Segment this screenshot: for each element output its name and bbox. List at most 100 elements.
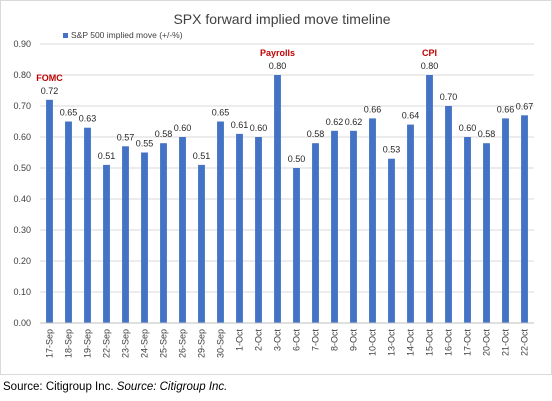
data-label: 0.61 [231, 120, 249, 130]
x-tick-label: 24-Sep [140, 329, 150, 358]
x-tick-label: 8-Oct [330, 329, 340, 352]
x-tick-label: 10-Oct [368, 329, 378, 357]
gridlines [40, 43, 534, 324]
y-tick-label: 0.40 [13, 194, 31, 204]
data-label: 0.65 [60, 108, 78, 118]
data-label: 0.53 [383, 145, 401, 155]
data-label: 0.62 [326, 117, 344, 127]
bar [407, 124, 414, 323]
x-tick-label: 17-Sep [45, 329, 55, 358]
data-label: 0.51 [193, 151, 211, 161]
data-label: 0.60 [459, 123, 477, 133]
x-tick-label: 22-Sep [102, 329, 112, 358]
x-tick-label: 30-Sep [216, 329, 226, 358]
data-label: 0.50 [288, 154, 306, 164]
event-label: FOMC [36, 73, 63, 83]
x-tick-label: 3-Oct [273, 329, 283, 352]
x-tick-label: 1-Oct [235, 329, 245, 352]
x-tick-label: 25-Sep [159, 329, 169, 358]
data-label: 0.66 [364, 104, 382, 114]
data-label: 0.57 [117, 132, 135, 142]
legend: S&P 500 implied move (+/-%) [63, 30, 183, 40]
bar [388, 158, 395, 323]
y-tick-label: 0.90 [13, 39, 31, 49]
y-tick-label: 0.80 [13, 70, 31, 80]
bars: 0.72FOMC0.650.630.510.570.550.580.600.51… [36, 48, 534, 324]
event-label: Payrolls [260, 48, 295, 58]
data-label: 0.51 [98, 151, 116, 161]
bar [236, 133, 243, 323]
data-label: 0.80 [421, 61, 439, 71]
bar [369, 118, 376, 324]
bar [46, 99, 53, 323]
x-axis: 17-Sep 18-Sep 19-Sep 22-Sep 23-Sep 24-Sep 25-S… [40, 322, 534, 358]
x-tick-label: 9-Oct [349, 329, 359, 352]
x-tick-label: 22-Oct [520, 329, 530, 357]
source-note: Source: Citigroup Inc. Source: Citigroup… [3, 381, 227, 393]
x-tick-label: 6-Oct [292, 329, 302, 352]
bar [426, 75, 433, 323]
data-label: 0.58 [155, 129, 173, 139]
x-tick-label: 18-Sep [64, 329, 74, 358]
bar [65, 121, 72, 323]
bar [198, 164, 205, 323]
bar [293, 168, 300, 323]
bar-chart: SPX forward implied move timeline S&P 50… [13, 11, 534, 358]
data-label: 0.62 [345, 117, 363, 127]
x-tick-label: 15-Oct [425, 329, 435, 357]
chart-title: SPX forward implied move timeline [173, 11, 390, 27]
data-label: 0.60 [174, 123, 192, 133]
bar [274, 75, 281, 323]
data-label: 0.67 [516, 101, 534, 111]
bar [331, 130, 338, 323]
x-tick-label: 20-Oct [482, 329, 492, 357]
y-tick-label: 0.20 [13, 256, 31, 266]
bar [122, 146, 129, 323]
x-tick-label: 26-Sep [178, 329, 188, 358]
legend-swatch [63, 33, 68, 38]
data-label: 0.55 [136, 139, 154, 149]
bar [84, 127, 91, 323]
x-tick-label: 16-Oct [444, 329, 454, 357]
y-tick-label: 0.70 [13, 101, 31, 111]
bar [350, 130, 357, 323]
data-label: 0.65 [212, 108, 230, 118]
x-tick-label: 17-Oct [463, 329, 473, 357]
bar [141, 152, 148, 323]
bar [217, 121, 224, 323]
bar [255, 137, 262, 323]
y-tick-label: 0.00 [13, 318, 31, 328]
x-tick-label: 23-Sep [121, 329, 131, 358]
bar [179, 137, 186, 323]
y-axis: 0.00 0.10 0.20 0.30 0.40 0.50 0.60 0.70 0.80 0.90 [13, 39, 31, 328]
bar [464, 137, 471, 323]
data-label: 0.63 [79, 114, 97, 124]
y-tick-label: 0.60 [13, 132, 31, 142]
x-tick-label: 19-Sep [83, 329, 93, 358]
data-label: 0.58 [478, 129, 496, 139]
bar [483, 143, 490, 323]
x-tick-label: 29-Sep [197, 329, 207, 358]
data-label: 0.60 [250, 123, 268, 133]
x-tick-label: 21-Oct [501, 329, 511, 357]
y-tick-label: 0.50 [13, 163, 31, 173]
bar [160, 143, 167, 323]
x-tick-label: 13-Oct [387, 329, 397, 357]
source-text-italic: Source: Citigroup Inc. [116, 381, 228, 393]
data-label: 0.66 [497, 104, 515, 114]
legend-label: S&P 500 implied move (+/-%) [71, 30, 183, 40]
bar [521, 115, 528, 323]
data-label: 0.64 [402, 111, 420, 121]
x-tick-label: 2-Oct [254, 329, 264, 352]
y-tick-label: 0.10 [13, 287, 31, 297]
data-label: 0.80 [269, 61, 287, 71]
bar [502, 118, 509, 324]
bar [312, 143, 319, 323]
event-label: CPI [422, 48, 437, 58]
data-label: 0.70 [440, 92, 458, 102]
source-text: Source: Citigroup Inc. [3, 381, 117, 393]
x-tick-label: 7-Oct [311, 329, 321, 352]
bar [445, 106, 452, 323]
data-label: 0.72 [41, 86, 59, 96]
data-label: 0.58 [307, 129, 325, 139]
